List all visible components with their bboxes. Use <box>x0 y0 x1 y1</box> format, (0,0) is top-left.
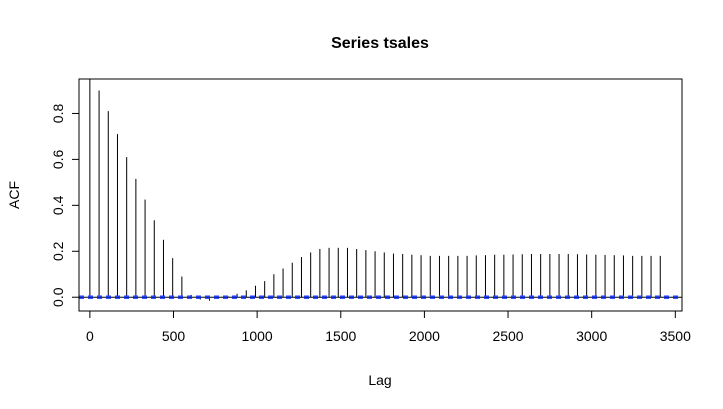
x-tick-label: 2500 <box>492 328 523 344</box>
x-axis: 0 500 1000 1500 2000 2500 3000 3500 <box>86 311 691 344</box>
x-tick-label: 1000 <box>242 328 273 344</box>
y-tick-label: 0.6 <box>50 149 66 169</box>
x-axis-label: Lag <box>368 372 391 388</box>
y-tick-label: 0.2 <box>50 241 66 261</box>
x-tick-label: 500 <box>162 328 186 344</box>
x-tick-label: 0 <box>86 328 94 344</box>
y-axis-label: ACF <box>6 181 22 209</box>
x-tick-label: 1500 <box>325 328 356 344</box>
x-tick-label: 3000 <box>576 328 607 344</box>
chart-title: Series tsales <box>331 35 429 52</box>
y-tick-label: 0.4 <box>50 195 66 215</box>
y-tick-label: 0.8 <box>50 104 66 124</box>
x-tick-label: 2000 <box>409 328 440 344</box>
plot-area <box>79 79 682 301</box>
x-tick-label: 3500 <box>660 328 691 344</box>
plot-frame <box>78 78 683 312</box>
y-tick-label: 0.0 <box>50 287 66 307</box>
y-axis: 0.0 0.2 0.4 0.6 0.8 <box>50 104 79 307</box>
